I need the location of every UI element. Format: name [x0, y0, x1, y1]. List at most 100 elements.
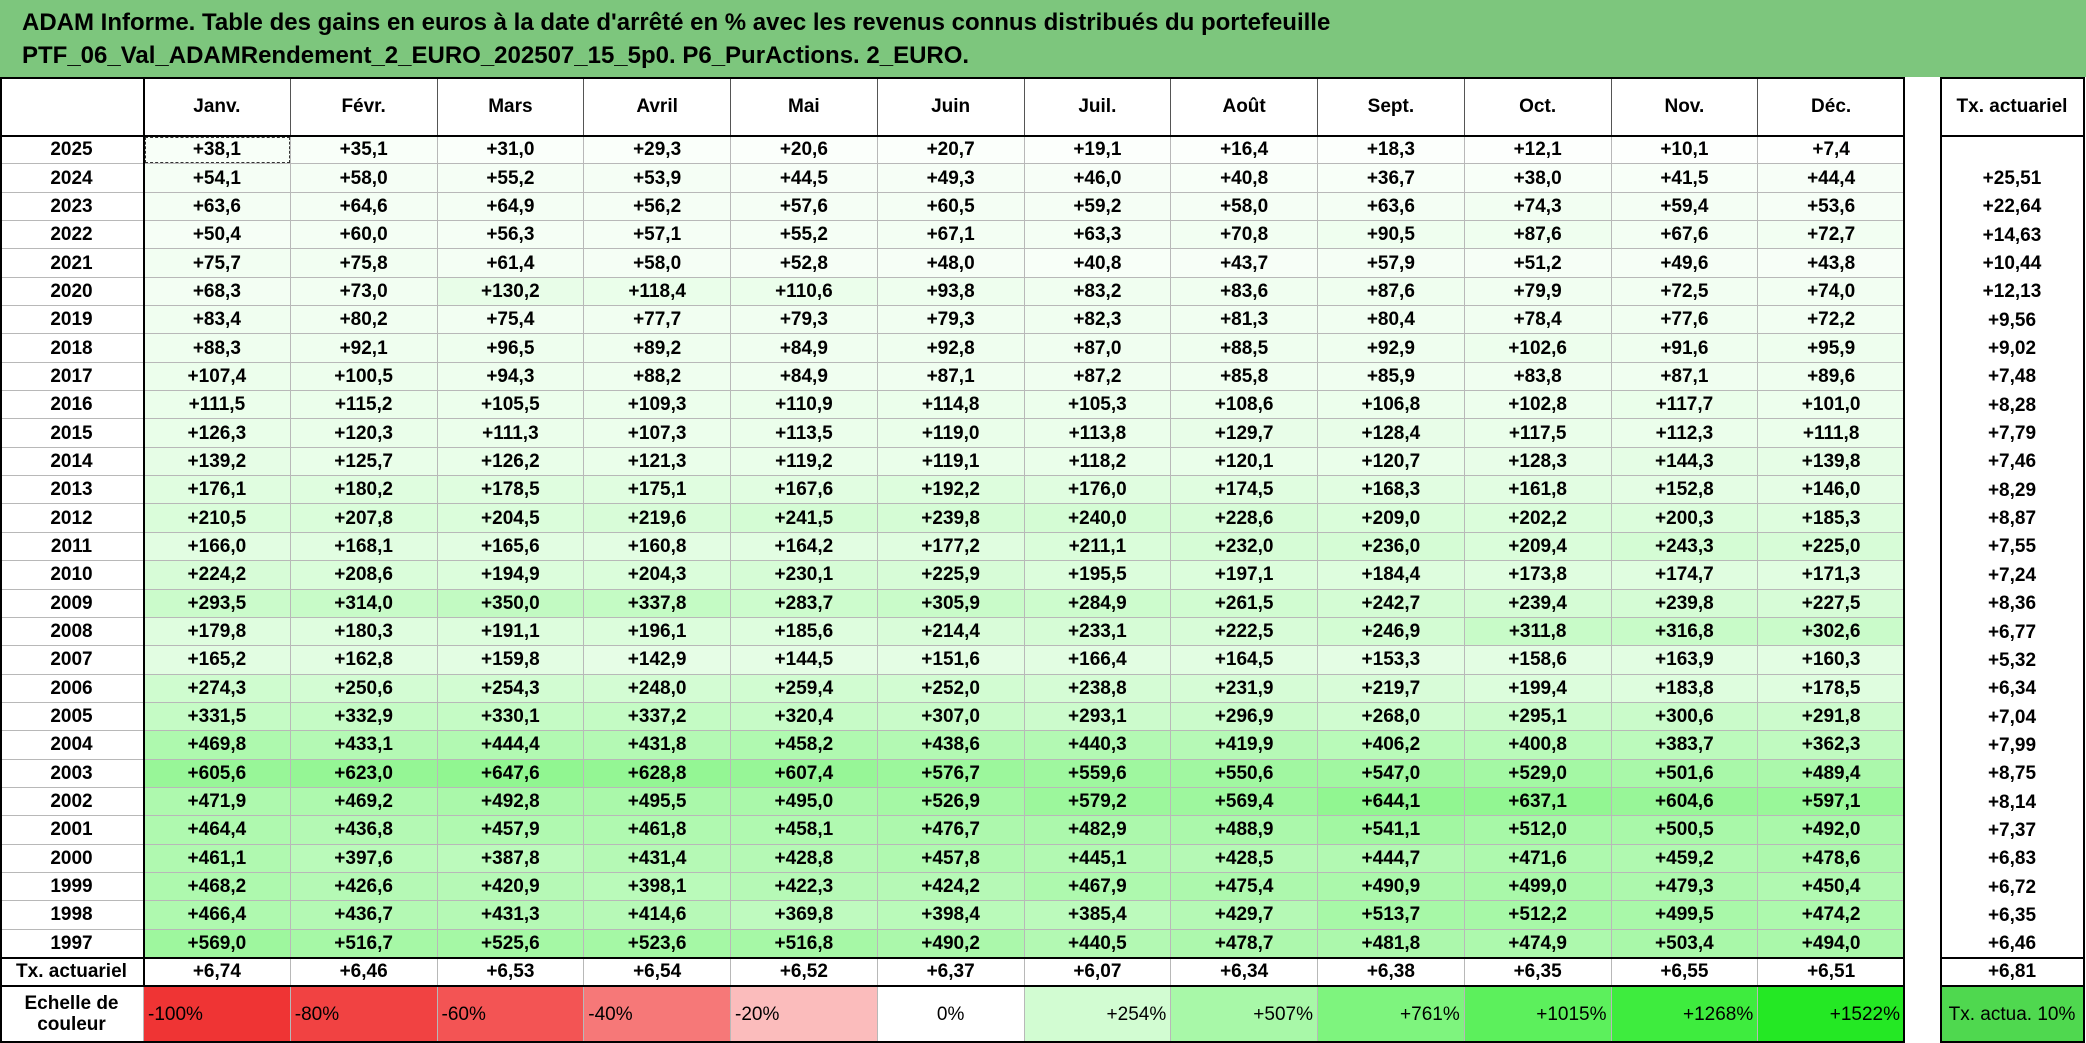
value-cell: +117,5 — [1464, 419, 1612, 448]
value-cell: +362,3 — [1758, 731, 1905, 760]
value-cell: +228,6 — [1171, 504, 1318, 533]
title-line: ADAM Informe. Table des gains en euros à… — [22, 9, 1331, 36]
value-cell: +111,8 — [1758, 419, 1905, 448]
value-cell: +56,3 — [437, 221, 585, 250]
column-header: Août — [1171, 77, 1318, 136]
value-cell: +126,3 — [144, 419, 291, 448]
header-corner — [0, 77, 144, 136]
column-header: Févr. — [290, 77, 438, 136]
row-year: 2017 — [0, 362, 144, 392]
value-cell: +501,6 — [1611, 759, 1759, 788]
column-header: Oct. — [1464, 77, 1612, 136]
value-cell: +84,9 — [731, 362, 878, 392]
row-year: 2019 — [0, 306, 144, 335]
value-cell: +110,6 — [731, 277, 878, 307]
tx-cell: +8,36 — [1940, 589, 2085, 618]
value-cell: +77,6 — [1611, 306, 1759, 335]
value-cell: +72,5 — [1611, 277, 1759, 307]
value-cell: +85,8 — [1171, 362, 1318, 392]
value-cell: +644,1 — [1318, 787, 1465, 817]
value-cell: +118,4 — [584, 277, 731, 307]
value-cell: +87,1 — [1611, 362, 1759, 392]
value-cell: +82,3 — [1024, 306, 1172, 335]
value-cell: +173,8 — [1464, 561, 1612, 590]
tx-cell: +8,28 — [1940, 391, 2085, 420]
row-year: 2023 — [0, 192, 144, 222]
scale-step: -100% — [144, 986, 291, 1043]
row-year: 2024 — [0, 164, 144, 193]
tx-cell: +8,14 — [1940, 787, 2085, 817]
value-cell: +185,6 — [731, 617, 878, 647]
value-cell: +72,7 — [1758, 221, 1905, 250]
value-cell: +607,4 — [731, 759, 878, 788]
value-cell: +113,8 — [1024, 419, 1172, 448]
footer-cell: +6,53 — [437, 958, 585, 986]
row-year: 1997 — [0, 929, 144, 958]
value-cell: +87,1 — [877, 362, 1025, 392]
value-cell: +503,4 — [1611, 929, 1759, 958]
value-cell: +54,1 — [144, 164, 291, 193]
value-cell: +58,0 — [290, 164, 438, 193]
value-cell: +499,0 — [1464, 872, 1612, 902]
value-cell: +461,8 — [584, 816, 731, 845]
value-cell: +139,2 — [144, 447, 291, 477]
value-cell: +196,1 — [584, 617, 731, 647]
tx-cell: +7,46 — [1940, 447, 2085, 477]
value-cell: +240,0 — [1024, 504, 1172, 533]
tx-cell: +6,77 — [1940, 617, 2085, 647]
value-cell: +167,6 — [731, 476, 878, 505]
row-year: 2013 — [0, 476, 144, 505]
value-cell: +475,4 — [1171, 872, 1318, 902]
value-cell: +83,8 — [1464, 362, 1612, 392]
scale-step: +1015% — [1464, 986, 1612, 1043]
tx-cell: +6,72 — [1940, 872, 2085, 902]
value-cell: +474,9 — [1464, 929, 1612, 958]
value-cell: +467,9 — [1024, 872, 1172, 902]
value-cell: +107,4 — [144, 362, 291, 392]
value-cell: +254,3 — [437, 674, 585, 703]
value-cell: +431,3 — [437, 901, 585, 930]
column-header: Tx. actuariel — [1940, 77, 2085, 136]
value-cell: +180,2 — [290, 476, 438, 505]
value-cell: +576,7 — [877, 759, 1025, 788]
scale-step: -80% — [290, 986, 438, 1043]
value-cell: +293,1 — [1024, 702, 1172, 732]
value-cell: +250,6 — [290, 674, 438, 703]
value-cell: +274,3 — [144, 674, 291, 703]
value-cell: +174,7 — [1611, 561, 1759, 590]
value-cell: +36,7 — [1318, 164, 1465, 193]
value-cell: +500,5 — [1611, 816, 1759, 845]
value-cell: +438,6 — [877, 731, 1025, 760]
value-cell: +158,6 — [1464, 646, 1612, 675]
value-cell: +60,0 — [290, 221, 438, 250]
value-cell: +471,6 — [1464, 844, 1612, 873]
value-cell: +168,1 — [290, 532, 438, 562]
scale-step: 0% — [877, 986, 1025, 1043]
value-cell: +314,0 — [290, 589, 438, 618]
scale-step: +1522% — [1758, 986, 1905, 1043]
value-cell: +111,5 — [144, 391, 291, 420]
value-cell: +337,8 — [584, 589, 731, 618]
value-cell: +239,8 — [877, 504, 1025, 533]
value-cell: +248,0 — [584, 674, 731, 703]
value-cell: +204,3 — [584, 561, 731, 590]
value-cell: +516,7 — [290, 929, 438, 958]
value-cell: +222,5 — [1171, 617, 1318, 647]
tx-cell: +25,51 — [1940, 164, 2085, 193]
value-cell: +320,4 — [731, 702, 878, 732]
value-cell: +458,1 — [731, 816, 878, 845]
tx-cell: +14,63 — [1940, 221, 2085, 250]
value-cell: +64,9 — [437, 192, 585, 222]
value-cell: +444,4 — [437, 731, 585, 760]
value-cell: +125,7 — [290, 447, 438, 477]
value-cell: +117,7 — [1611, 391, 1759, 420]
value-cell: +118,2 — [1024, 447, 1172, 477]
value-cell: +623,0 — [290, 759, 438, 788]
value-cell: +440,3 — [1024, 731, 1172, 760]
value-cell: +57,1 — [584, 221, 731, 250]
value-cell: +20,6 — [731, 136, 878, 165]
value-cell: +316,8 — [1611, 617, 1759, 647]
value-cell: +51,2 — [1464, 249, 1612, 278]
value-cell: +91,6 — [1611, 334, 1759, 363]
value-cell: +466,4 — [144, 901, 291, 930]
